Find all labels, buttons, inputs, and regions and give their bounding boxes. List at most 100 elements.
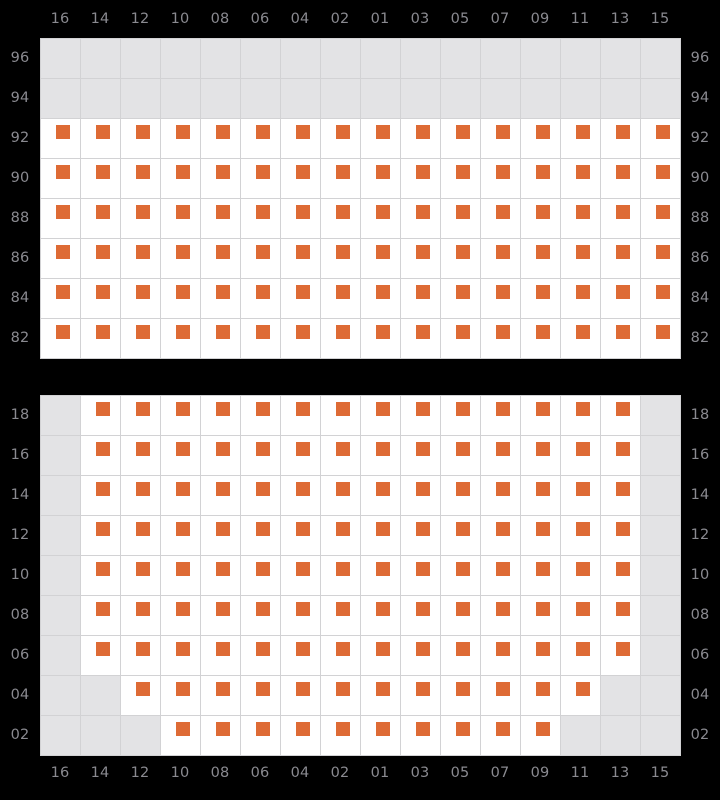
seat-cell[interactable]: [641, 159, 681, 199]
seat-cell[interactable]: [401, 119, 441, 159]
seat-cell[interactable]: [321, 516, 361, 556]
seat-cell[interactable]: [361, 476, 401, 516]
seat-cell[interactable]: [161, 716, 201, 756]
seat-cell[interactable]: [321, 319, 361, 359]
seat-cell[interactable]: [561, 396, 601, 436]
seat-cell[interactable]: [481, 596, 521, 636]
seat-cell[interactable]: [121, 516, 161, 556]
seat-cell[interactable]: [321, 159, 361, 199]
seat-cell[interactable]: [361, 556, 401, 596]
seat-cell[interactable]: [601, 636, 641, 676]
seat-cell[interactable]: [441, 319, 481, 359]
seat-cell[interactable]: [161, 596, 201, 636]
seat-cell[interactable]: [121, 676, 161, 716]
seat-cell[interactable]: [241, 716, 281, 756]
seat-cell[interactable]: [521, 319, 561, 359]
seat-cell[interactable]: [161, 159, 201, 199]
seat-cell[interactable]: [601, 279, 641, 319]
seat-cell[interactable]: [241, 596, 281, 636]
seat-cell[interactable]: [481, 676, 521, 716]
seat-cell[interactable]: [561, 159, 601, 199]
seat-cell[interactable]: [241, 396, 281, 436]
seat-cell[interactable]: [641, 319, 681, 359]
seat-cell[interactable]: [241, 476, 281, 516]
seat-cell[interactable]: [521, 199, 561, 239]
seat-cell[interactable]: [201, 396, 241, 436]
seat-cell[interactable]: [41, 239, 81, 279]
seat-cell[interactable]: [81, 596, 121, 636]
seat-cell[interactable]: [361, 716, 401, 756]
seat-cell[interactable]: [241, 676, 281, 716]
seat-cell[interactable]: [641, 199, 681, 239]
seat-cell[interactable]: [161, 239, 201, 279]
seat-cell[interactable]: [361, 436, 401, 476]
seat-cell[interactable]: [361, 676, 401, 716]
seat-cell[interactable]: [281, 716, 321, 756]
seat-cell[interactable]: [121, 436, 161, 476]
seat-cell[interactable]: [241, 556, 281, 596]
seat-cell[interactable]: [561, 636, 601, 676]
seat-cell[interactable]: [561, 119, 601, 159]
seat-cell[interactable]: [81, 279, 121, 319]
seat-cell[interactable]: [401, 636, 441, 676]
seat-cell[interactable]: [281, 436, 321, 476]
seat-cell[interactable]: [601, 436, 641, 476]
seat-cell[interactable]: [561, 476, 601, 516]
seat-cell[interactable]: [321, 636, 361, 676]
seat-cell[interactable]: [481, 636, 521, 676]
seat-cell[interactable]: [321, 279, 361, 319]
seat-cell[interactable]: [601, 159, 641, 199]
seat-cell[interactable]: [401, 556, 441, 596]
seat-cell[interactable]: [601, 596, 641, 636]
seat-cell[interactable]: [121, 476, 161, 516]
seat-cell[interactable]: [121, 159, 161, 199]
seat-cell[interactable]: [521, 436, 561, 476]
seat-cell[interactable]: [441, 676, 481, 716]
seat-cell[interactable]: [481, 159, 521, 199]
seat-cell[interactable]: [201, 159, 241, 199]
seat-cell[interactable]: [281, 556, 321, 596]
seat-cell[interactable]: [241, 636, 281, 676]
seat-cell[interactable]: [241, 199, 281, 239]
seat-cell[interactable]: [521, 516, 561, 556]
seat-cell[interactable]: [121, 636, 161, 676]
seat-cell[interactable]: [161, 476, 201, 516]
seat-cell[interactable]: [241, 119, 281, 159]
seat-cell[interactable]: [161, 676, 201, 716]
seat-cell[interactable]: [281, 636, 321, 676]
seat-cell[interactable]: [561, 279, 601, 319]
seat-cell[interactable]: [81, 319, 121, 359]
seat-cell[interactable]: [321, 596, 361, 636]
seat-cell[interactable]: [401, 476, 441, 516]
seat-cell[interactable]: [161, 556, 201, 596]
seat-cell[interactable]: [201, 716, 241, 756]
seat-cell[interactable]: [281, 119, 321, 159]
seat-cell[interactable]: [41, 159, 81, 199]
seat-cell[interactable]: [201, 676, 241, 716]
seat-cell[interactable]: [401, 676, 441, 716]
seat-cell[interactable]: [561, 516, 601, 556]
seat-cell[interactable]: [321, 716, 361, 756]
seat-cell[interactable]: [81, 516, 121, 556]
seat-cell[interactable]: [561, 436, 601, 476]
seat-cell[interactable]: [281, 159, 321, 199]
seat-cell[interactable]: [601, 239, 641, 279]
seat-cell[interactable]: [401, 716, 441, 756]
seat-cell[interactable]: [401, 596, 441, 636]
seat-cell[interactable]: [401, 239, 441, 279]
seat-cell[interactable]: [481, 239, 521, 279]
seat-cell[interactable]: [321, 396, 361, 436]
seat-cell[interactable]: [161, 436, 201, 476]
seat-cell[interactable]: [441, 636, 481, 676]
seat-cell[interactable]: [201, 319, 241, 359]
seat-cell[interactable]: [401, 516, 441, 556]
seat-grid-upper-section[interactable]: [40, 38, 681, 359]
seat-cell[interactable]: [361, 199, 401, 239]
seat-cell[interactable]: [361, 279, 401, 319]
seat-cell[interactable]: [321, 199, 361, 239]
seat-cell[interactable]: [441, 239, 481, 279]
seat-cell[interactable]: [201, 476, 241, 516]
seat-cell[interactable]: [81, 556, 121, 596]
seat-cell[interactable]: [521, 596, 561, 636]
seat-cell[interactable]: [241, 279, 281, 319]
